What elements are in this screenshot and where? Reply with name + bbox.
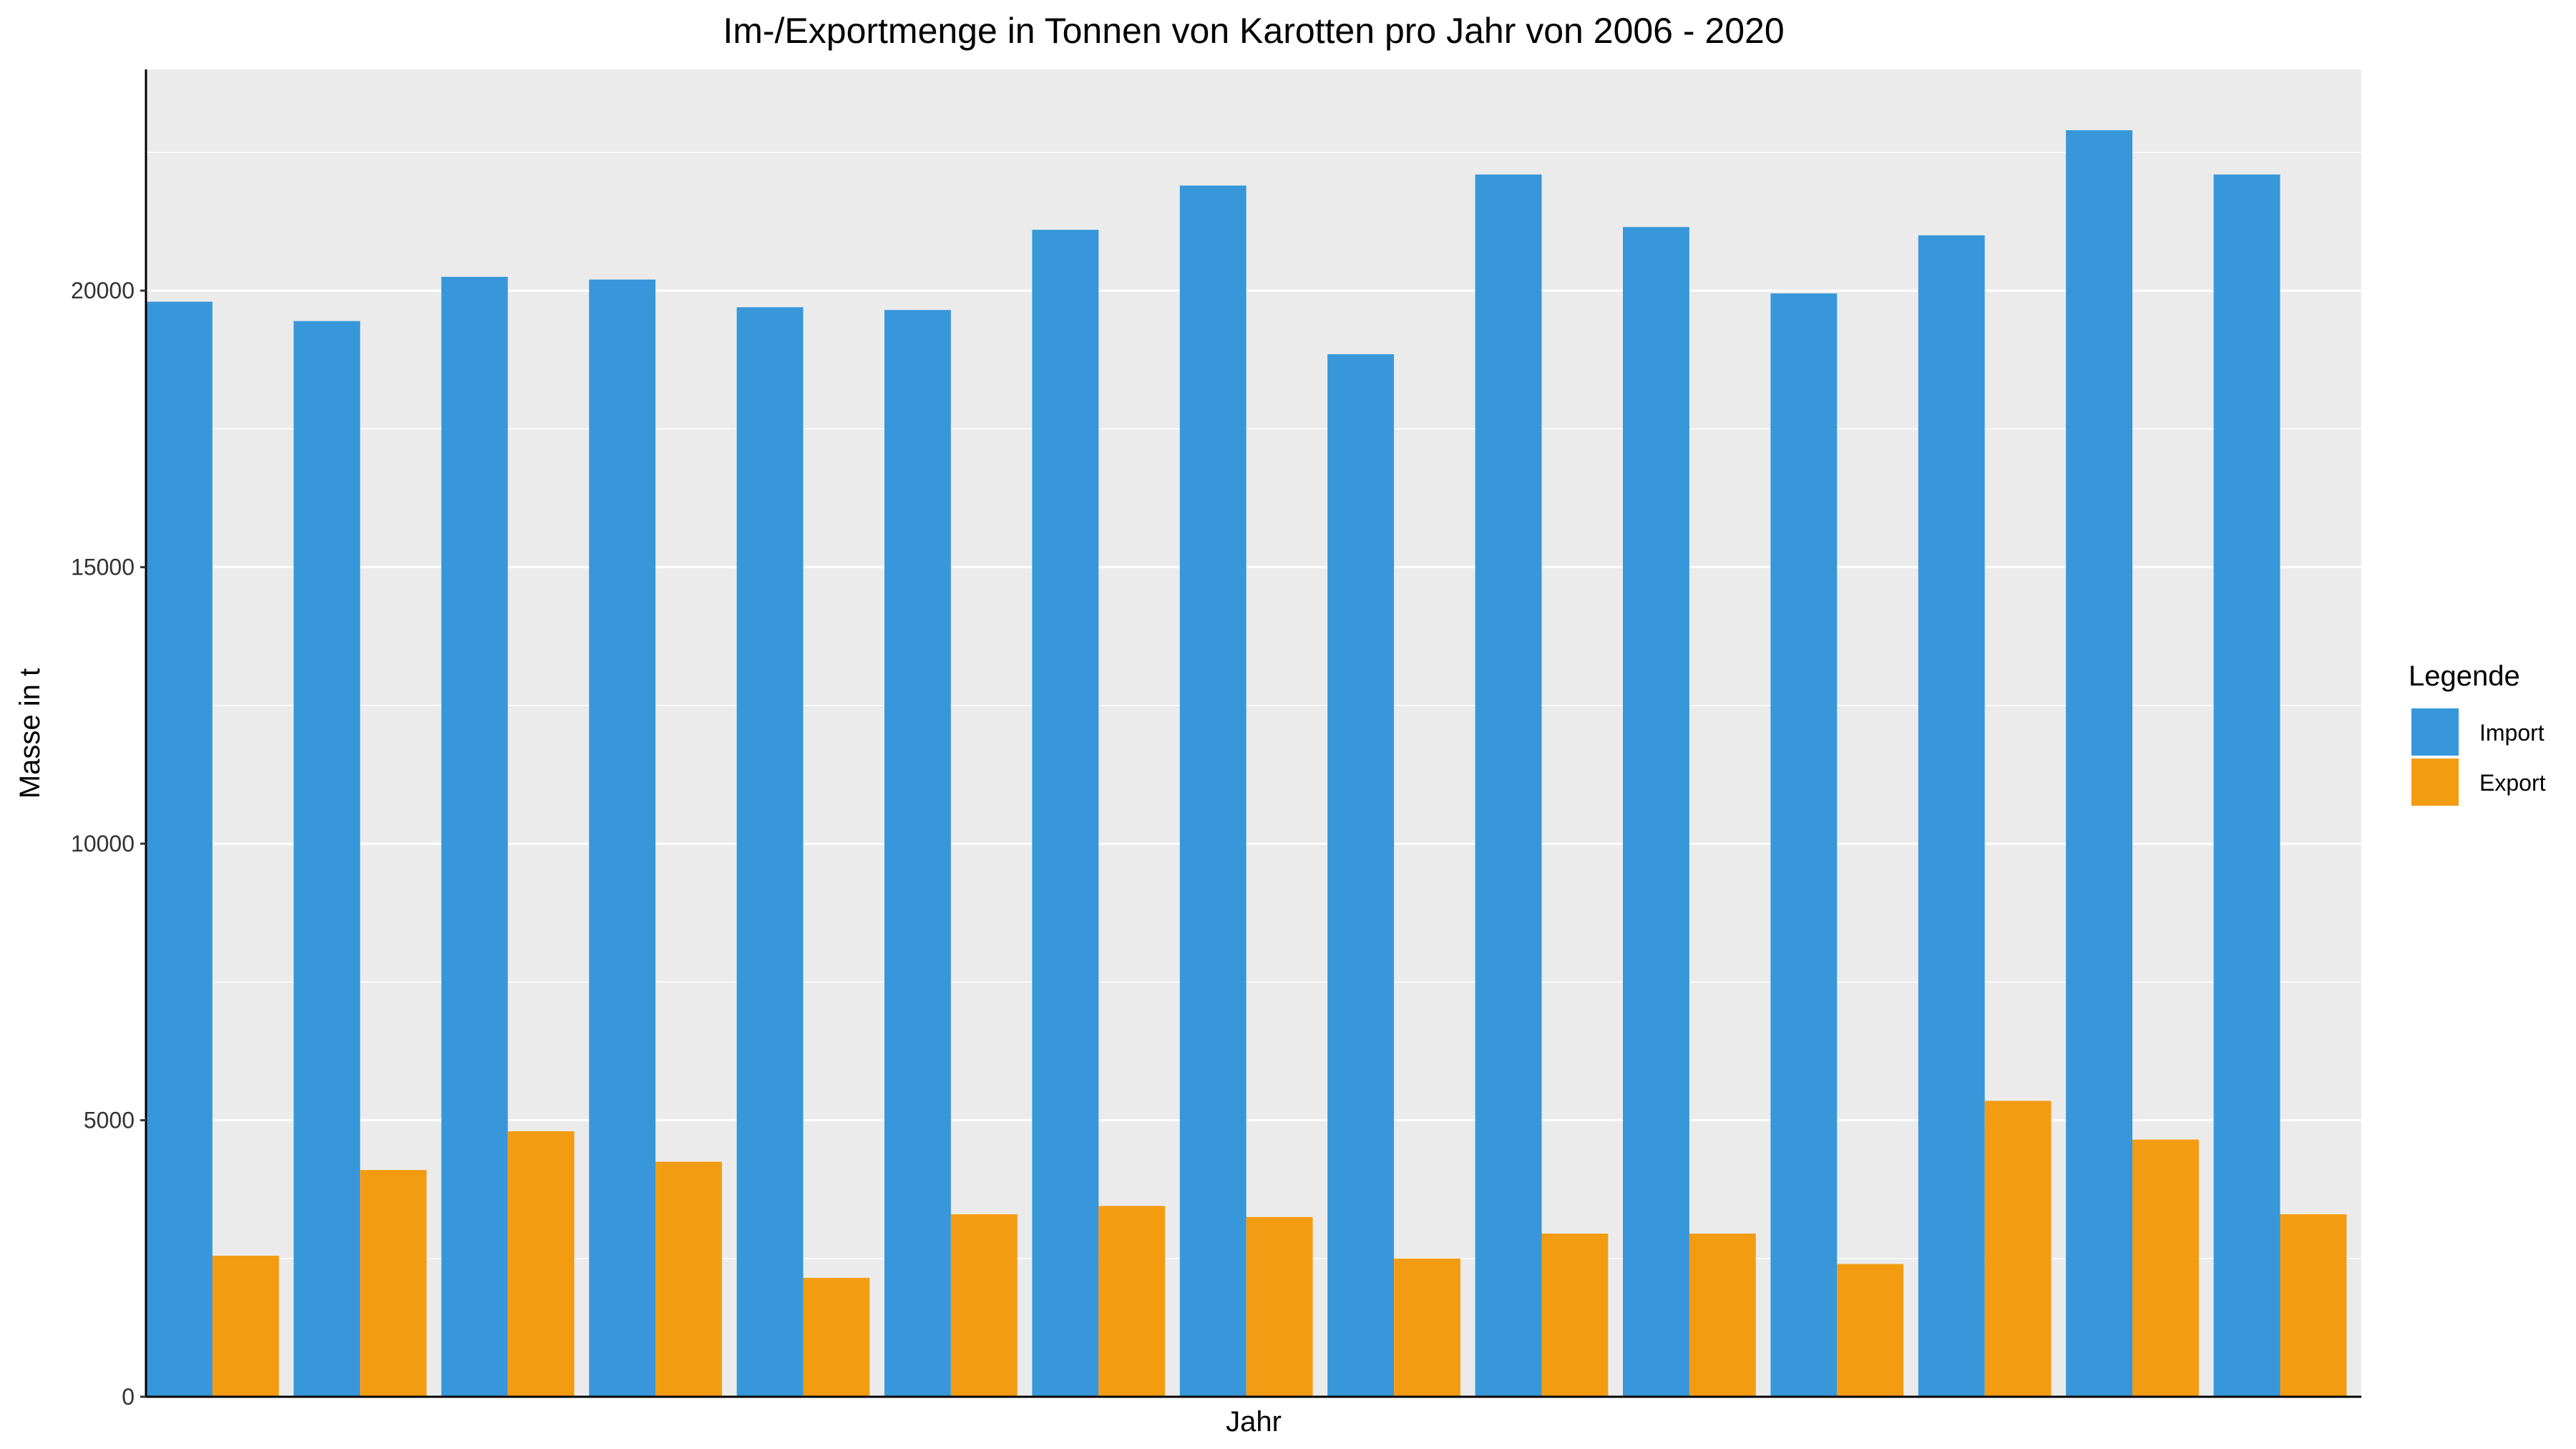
bar-import-14 [2066,130,2133,1397]
bar-export-7 [1098,1206,1166,1397]
legend: Legende Import Export [2409,660,2546,806]
bar-export-13 [1984,1101,2051,1397]
bar-export-10 [1541,1233,1609,1397]
y-tick-label: 15000 [71,555,135,580]
bar-export-2 [360,1170,427,1397]
legend-key-import [2411,708,2459,756]
y-tick-label: 5000 [84,1108,135,1133]
bar-import-12 [1770,293,1838,1397]
bar-import-9 [1327,354,1395,1397]
bar-export-1 [212,1255,279,1397]
bar-import-3 [441,276,508,1397]
bar-import-13 [1918,235,1985,1397]
bar-export-3 [507,1131,575,1397]
bar-import-5 [736,307,804,1397]
bar-export-6 [950,1214,1018,1397]
bar-export-8 [1246,1216,1313,1397]
bar-export-15 [2280,1214,2347,1397]
bar-import-2 [293,321,361,1397]
bars [146,130,2347,1397]
bar-import-6 [884,310,951,1397]
bar-import-15 [2213,174,2280,1397]
y-axis-title: Masse in t [14,668,46,799]
bar-export-9 [1394,1258,1460,1397]
x-axis-title: Jahr [1226,1406,1282,1438]
bar-import-8 [1179,185,1246,1397]
bar-export-14 [2132,1139,2199,1397]
bar-export-5 [803,1277,870,1397]
bar-import-1 [146,301,213,1397]
legend-label-export: Export [2479,770,2546,796]
chart-title: Im-/Exportmenge in Tonnen von Karotten p… [723,11,1784,51]
y-ticks: 0 5000 10000 15000 20000 [71,278,146,1410]
legend-label-import: Import [2479,720,2545,746]
bar-export-12 [1837,1264,1904,1397]
bar-import-7 [1032,230,1099,1397]
bar-import-4 [589,279,656,1397]
bar-export-11 [1689,1233,1756,1397]
y-tick-label: 0 [122,1384,135,1410]
legend-title: Legende [2409,660,2520,692]
y-tick-label: 10000 [71,831,135,857]
y-tick-label: 20000 [71,278,135,303]
legend-key-export [2411,758,2459,806]
bar-import-10 [1475,174,1542,1397]
bar-import-11 [1623,227,1689,1397]
bar-export-4 [655,1161,722,1397]
